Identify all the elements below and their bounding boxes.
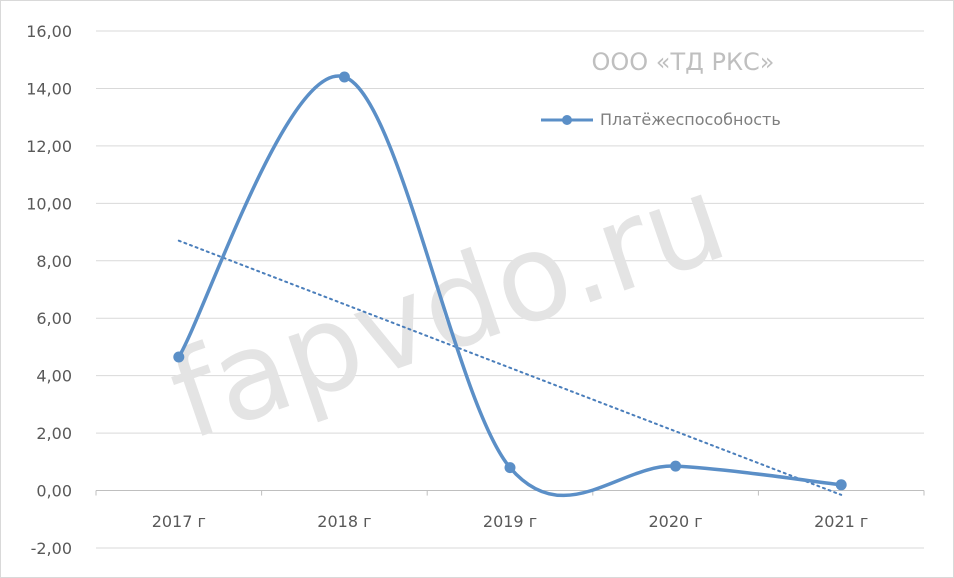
trendline bbox=[177, 239, 843, 496]
trendline-path bbox=[177, 239, 843, 496]
gridlines bbox=[96, 30, 924, 549]
data-point bbox=[670, 460, 682, 472]
y-tick-label: 12,00 bbox=[26, 137, 72, 156]
x-tick-label: 2020 г bbox=[648, 512, 702, 531]
series-layer bbox=[173, 71, 847, 498]
x-tick-label: 2019 г bbox=[483, 512, 537, 531]
legend-marker bbox=[562, 115, 572, 125]
y-tick-label: 0,00 bbox=[36, 482, 72, 501]
y-tick-label: 16,00 bbox=[26, 22, 72, 41]
chart-title: ООО «ТД РКС» bbox=[592, 48, 775, 76]
x-axis-ticks: 2017 г 2018 г 2019 г 2020 г 2021 г bbox=[95, 490, 925, 531]
y-tick-label: 10,00 bbox=[26, 194, 72, 213]
data-point bbox=[338, 71, 350, 83]
y-tick-label: 14,00 bbox=[26, 79, 72, 98]
legend: Платёжеспособность bbox=[541, 110, 781, 129]
data-point bbox=[835, 479, 847, 491]
x-tick-label: 2021 г bbox=[814, 512, 868, 531]
x-tick-label: 2018 г bbox=[317, 512, 371, 531]
y-tick-label: 8,00 bbox=[36, 252, 72, 271]
y-tick-label: 2,00 bbox=[36, 424, 72, 443]
y-tick-label: 4,00 bbox=[36, 367, 72, 386]
watermark-text: fapvdo.ru bbox=[154, 149, 742, 467]
data-point bbox=[504, 462, 516, 474]
y-tick-label: 6,00 bbox=[36, 309, 72, 328]
legend-label: Платёжеспособность bbox=[600, 110, 781, 129]
series-line bbox=[177, 74, 843, 498]
y-axis-ticks: -2,00 0,00 2,00 4,00 6,00 8,00 10,00 12,00 14,00… bbox=[26, 22, 72, 558]
x-tick-label: 2017 г bbox=[152, 512, 206, 531]
y-tick-label: -2,00 bbox=[31, 539, 72, 558]
data-point bbox=[173, 351, 185, 363]
